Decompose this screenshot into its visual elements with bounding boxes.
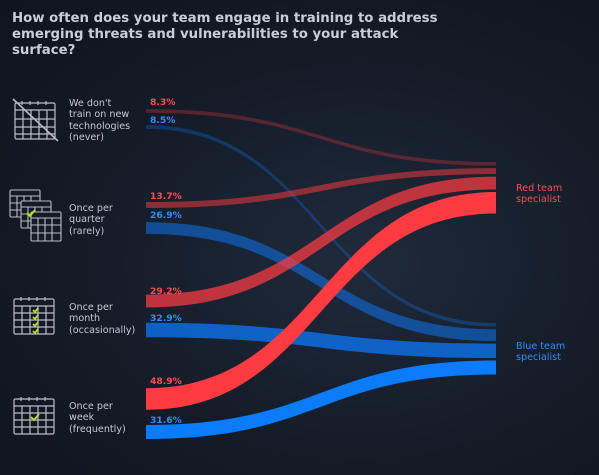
pct-label-red-frequently: 48.9% [150, 376, 182, 387]
category-label-line: (never) [69, 132, 104, 144]
category-label-rarely: Once per quarter (rarely) [69, 203, 149, 237]
pct-label-blue-occasionally: 32.9% [150, 313, 182, 324]
blue-flow-1 [146, 222, 496, 342]
pct-label-blue-frequently: 31.6% [150, 415, 182, 426]
blue-flow-0 [146, 125, 496, 327]
category-label-line: train on new [69, 109, 130, 121]
calendar-month-icon [13, 297, 55, 335]
group-label-red-team: Red team specialist [516, 183, 562, 206]
category-label-line: (occasionally) [69, 324, 136, 336]
pct-label-red-rarely: 13.7% [150, 191, 182, 202]
category-label-line: Once per [69, 302, 113, 313]
category-label-line: Once per [69, 203, 113, 214]
group-label-line: Red team [516, 183, 563, 194]
calendar-week-icon [13, 397, 55, 435]
category-label-line: technologies [69, 120, 131, 132]
category-label-line: Once per [69, 401, 113, 412]
category-label-occasionally: Once per month (occasionally) [69, 302, 149, 336]
group-label-line: specialist [516, 194, 561, 206]
red-flow-2 [146, 176, 496, 308]
group-label-blue-team: Blue team specialist [516, 341, 565, 364]
red-flow-3 [146, 192, 496, 410]
category-label-line: week [69, 412, 95, 424]
blue-flow-2 [146, 322, 496, 359]
category-label-line: (frequently) [69, 423, 126, 435]
category-label-frequently: Once per week (frequently) [69, 401, 149, 435]
group-label-line: specialist [516, 352, 561, 364]
group-label-line: Blue team [516, 341, 566, 352]
category-label-line: (rarely) [69, 225, 105, 237]
category-label-line: We don't [69, 98, 112, 109]
blue-flow-3 [146, 360, 496, 439]
category-label-line: month [69, 313, 101, 325]
pct-label-red-never: 8.3% [150, 97, 176, 108]
red-flow-1 [146, 168, 496, 209]
category-label-line: quarter [69, 214, 105, 226]
calendar-stack-icon [9, 189, 62, 242]
pct-label-red-occasionally: 29.2% [150, 286, 182, 297]
red-flow-0 [146, 109, 496, 166]
calendar-crossed-icon [12, 98, 59, 142]
chart-title: How often does your team engage in train… [12, 11, 438, 58]
pct-label-blue-never: 8.5% [150, 115, 176, 126]
category-label-never: We don't train on new technologies (neve… [69, 98, 149, 144]
pct-label-blue-rarely: 26.9% [150, 210, 182, 221]
